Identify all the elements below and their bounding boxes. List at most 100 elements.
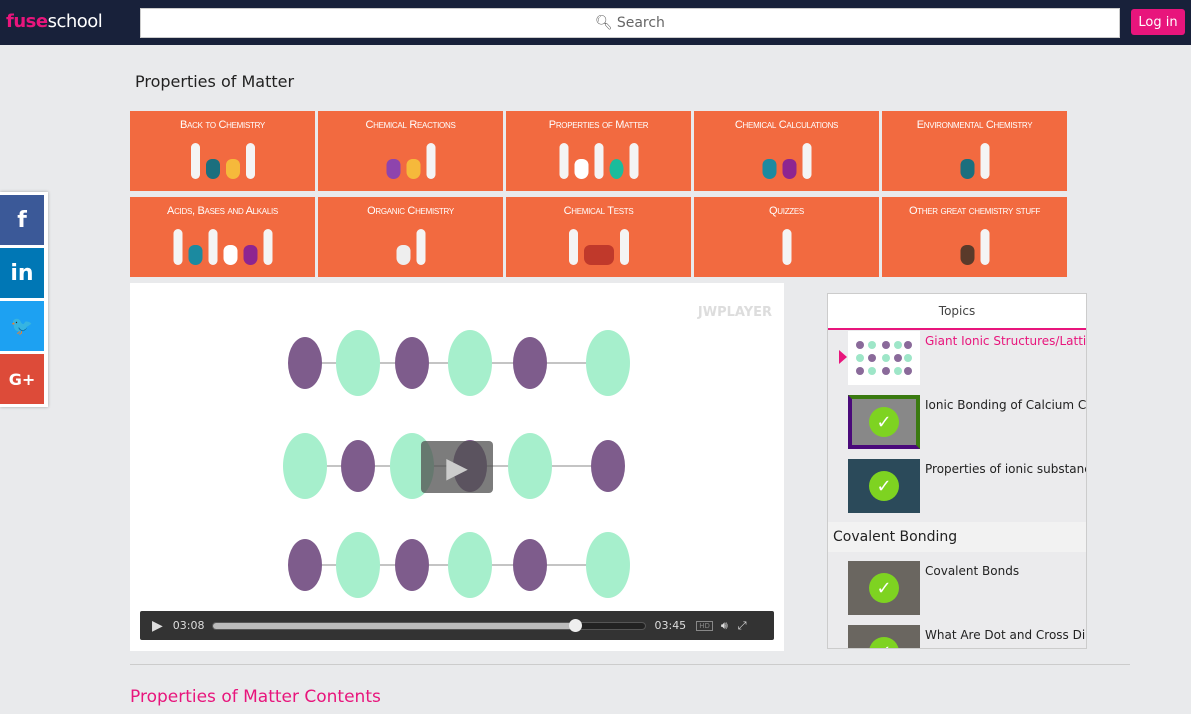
tile-chemical-reactions[interactable]: Chemical Reactions [318, 111, 503, 191]
contents-heading: Properties of Matter Contents [130, 687, 381, 707]
tile-illustration [559, 143, 638, 179]
topic-title: What Are Dot and Cross Diagrams [925, 628, 1086, 642]
tile-illustration [386, 143, 435, 179]
twitter-icon: 🐦 [10, 315, 34, 337]
play-icon[interactable]: ▶ [152, 617, 163, 634]
facebook-share-button[interactable]: f [0, 195, 44, 245]
tile-illustration [568, 229, 629, 265]
chloride-ion [586, 330, 630, 396]
chloride-ion [508, 433, 552, 499]
topic-thumbnail [848, 331, 920, 385]
sodium-ion [513, 539, 547, 591]
topic-item[interactable]: ✓ Ionic Bonding of Calcium Chloride [828, 394, 1086, 458]
tile-other-chemistry-stuff[interactable]: Other great chemistry stuff [882, 197, 1067, 277]
seek-progress [213, 622, 575, 629]
tile-illustration [190, 143, 255, 179]
divider [130, 664, 1130, 665]
chloride-ion [448, 330, 492, 396]
topic-item[interactable]: ✓ What Are Dot and Cross Diagrams [828, 624, 1086, 648]
google-plus-share-button[interactable]: G+ [0, 354, 44, 404]
google-plus-icon: G+ [8, 369, 36, 389]
topic-title: Giant Ionic Structures/Lattices [925, 334, 1086, 348]
top-nav: fuseschool 🔍︎ Search Log in [0, 0, 1191, 45]
topics-panel: Topics Giant Ionic Structures/Lattices ✓… [827, 293, 1087, 649]
tile-label: Acids, Bases and Alkalis [167, 205, 278, 217]
topic-thumbnail: ✓ [848, 625, 920, 648]
topic-item[interactable]: ✓ Covalent Bonds [828, 560, 1086, 624]
facebook-icon: f [17, 207, 27, 233]
tile-label: Chemical Reactions [365, 119, 456, 131]
play-button-large[interactable]: ▶ [421, 441, 493, 493]
topic-thumbnail: ✓ [848, 395, 920, 449]
logo-part-school: school [47, 11, 103, 32]
page-title: Properties of Matter [135, 72, 295, 91]
jwplayer-watermark: JWPLAYER [697, 305, 772, 320]
current-time: 03:08 [172, 619, 205, 632]
topic-item[interactable]: ✓ Properties of ionic substances [828, 458, 1086, 522]
player-controls: ▶ 03:08 03:45 HD 🔊︎ ⤢ [140, 611, 774, 640]
tile-illustration [782, 229, 791, 265]
search-placeholder: Search [616, 15, 665, 31]
topic-item-active[interactable]: Giant Ionic Structures/Lattices [828, 330, 1086, 394]
tile-label: Back to Chemistry [180, 119, 265, 131]
video-player[interactable]: JWPLAYER ▶ ▶ 03:08 03:45 HD 🔊︎ ⤢ [130, 283, 784, 651]
tile-label: Environmental Chemistry [916, 119, 1033, 131]
watched-check-icon: ✓ [869, 573, 899, 603]
topic-thumbnail: ✓ [848, 459, 920, 513]
search-input[interactable]: 🔍︎ Search [140, 8, 1120, 38]
sodium-ion [288, 337, 322, 389]
logo-part-fuse: fuse [6, 11, 48, 32]
tile-label: Properties of Matter [548, 119, 649, 131]
chloride-ion [336, 532, 380, 598]
tile-label: Other great chemistry stuff [908, 205, 1041, 217]
sodium-ion [341, 440, 375, 492]
tile-acids-bases-alkalis[interactable]: Acids, Bases and Alkalis [130, 197, 315, 277]
tile-chemical-tests[interactable]: Chemical Tests [506, 197, 691, 277]
tile-quizzes[interactable]: Quizzes [694, 197, 879, 277]
volume-icon[interactable]: 🔊︎ [720, 618, 728, 632]
social-share-bar: f in 🐦 G+ [0, 192, 48, 407]
seek-bar[interactable] [212, 618, 647, 632]
watched-check-icon: ✓ [869, 407, 899, 437]
topic-tiles: Back to Chemistry Chemical Reactions Pro… [130, 111, 1067, 277]
tile-organic-chemistry[interactable]: Organic Chemistry [318, 197, 503, 277]
current-indicator-icon [839, 350, 847, 364]
sodium-ion [513, 337, 547, 389]
duration: 03:45 [654, 619, 687, 632]
tile-illustration [396, 229, 425, 265]
logo[interactable]: fuseschool [6, 11, 103, 32]
fullscreen-icon[interactable]: ⤢ [737, 618, 747, 632]
linkedin-icon: in [10, 260, 34, 286]
chloride-ion [586, 532, 630, 598]
topics-header: Topics [828, 294, 1086, 330]
topic-title: Ionic Bonding of Calcium Chloride [925, 398, 1086, 412]
chloride-ion [448, 532, 492, 598]
tile-back-to-chemistry[interactable]: Back to Chemistry [130, 111, 315, 191]
linkedin-share-button[interactable]: in [0, 248, 44, 298]
sodium-ion [591, 440, 625, 492]
tile-chemical-calculations[interactable]: Chemical Calculations [694, 111, 879, 191]
login-button[interactable]: Log in [1131, 9, 1185, 35]
tile-label: Chemical Calculations [734, 119, 839, 131]
tile-illustration [762, 143, 811, 179]
sodium-ion [288, 539, 322, 591]
topic-thumbnail: ✓ [848, 561, 920, 615]
section-heading: Covalent Bonding [828, 522, 1086, 552]
tile-illustration [960, 229, 989, 265]
tile-illustration [173, 229, 272, 265]
tile-environmental-chemistry[interactable]: Environmental Chemistry [882, 111, 1067, 191]
seek-handle[interactable] [568, 618, 582, 632]
tile-illustration [960, 143, 989, 179]
topic-title: Covalent Bonds [925, 564, 1020, 578]
search-icon: 🔍︎ [595, 15, 613, 31]
chloride-ion [336, 330, 380, 396]
topic-title: Properties of ionic substances [925, 462, 1086, 476]
tile-properties-of-matter[interactable]: Properties of Matter [506, 111, 691, 191]
twitter-share-button[interactable]: 🐦 [0, 301, 44, 351]
watched-check-icon: ✓ [869, 471, 899, 501]
watched-check-icon: ✓ [869, 637, 899, 648]
hd-button[interactable]: HD [696, 620, 713, 631]
sodium-ion [395, 337, 429, 389]
chloride-ion [283, 433, 327, 499]
tile-label: Chemical Tests [563, 205, 634, 217]
